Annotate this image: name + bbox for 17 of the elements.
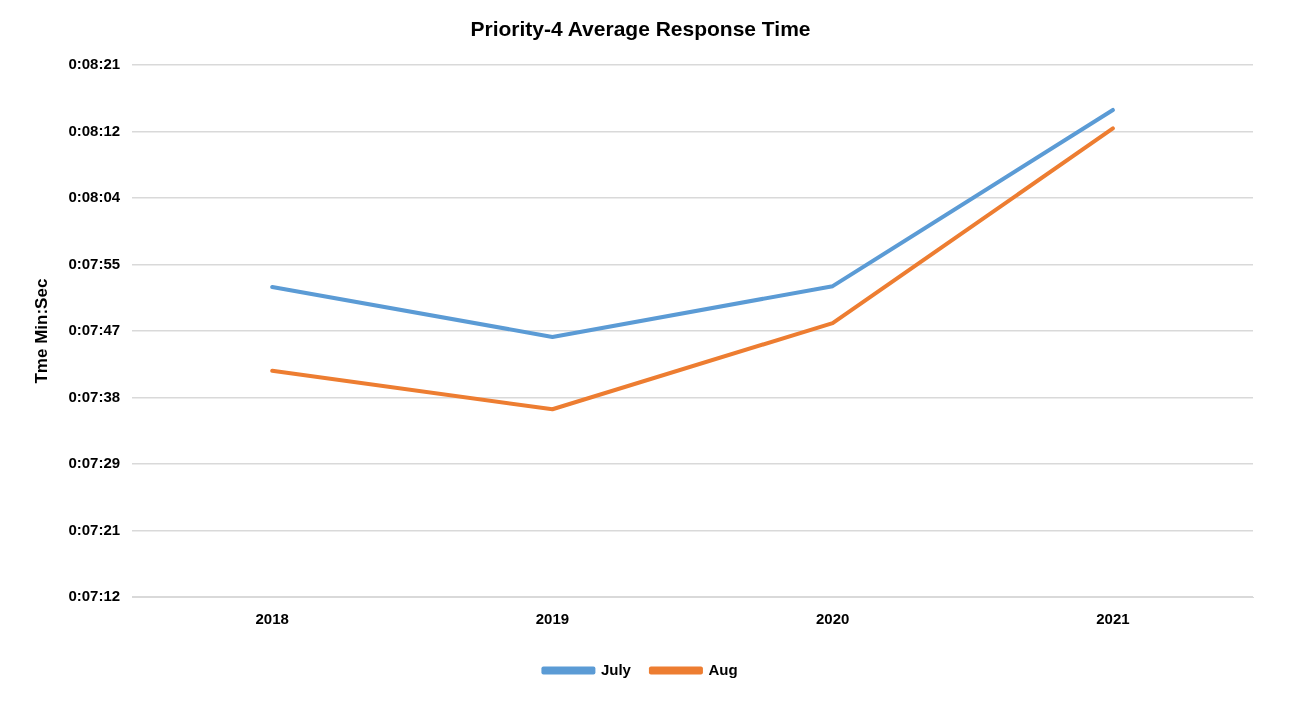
y-tick-label: 0:07:47 [68,321,121,339]
legend-label: Aug [708,660,738,678]
y-tick-label: 0:07:12 [68,587,121,605]
x-tick-label: 2020 [815,610,850,628]
y-tick-label: 0:08:21 [68,55,121,73]
y-tick-label: 0:07:21 [68,520,121,538]
y-tick-label: 0:07:38 [68,387,121,405]
x-tick-label: 2019 [535,610,570,628]
y-tick-label: 0:07:55 [68,254,121,272]
y-tick-label: 0:07:29 [68,454,121,472]
y-tick-label: 0:08:12 [68,121,121,139]
x-tick-label: 2021 [1096,610,1130,628]
x-tick-label: 2018 [255,610,289,628]
chart-title: Priority-4 Average Response Time [470,17,811,41]
y-axis-title: Tme Min:Sec [31,278,51,384]
legend-label: July [600,660,632,678]
y-tick-label: 0:08:04 [68,188,121,206]
